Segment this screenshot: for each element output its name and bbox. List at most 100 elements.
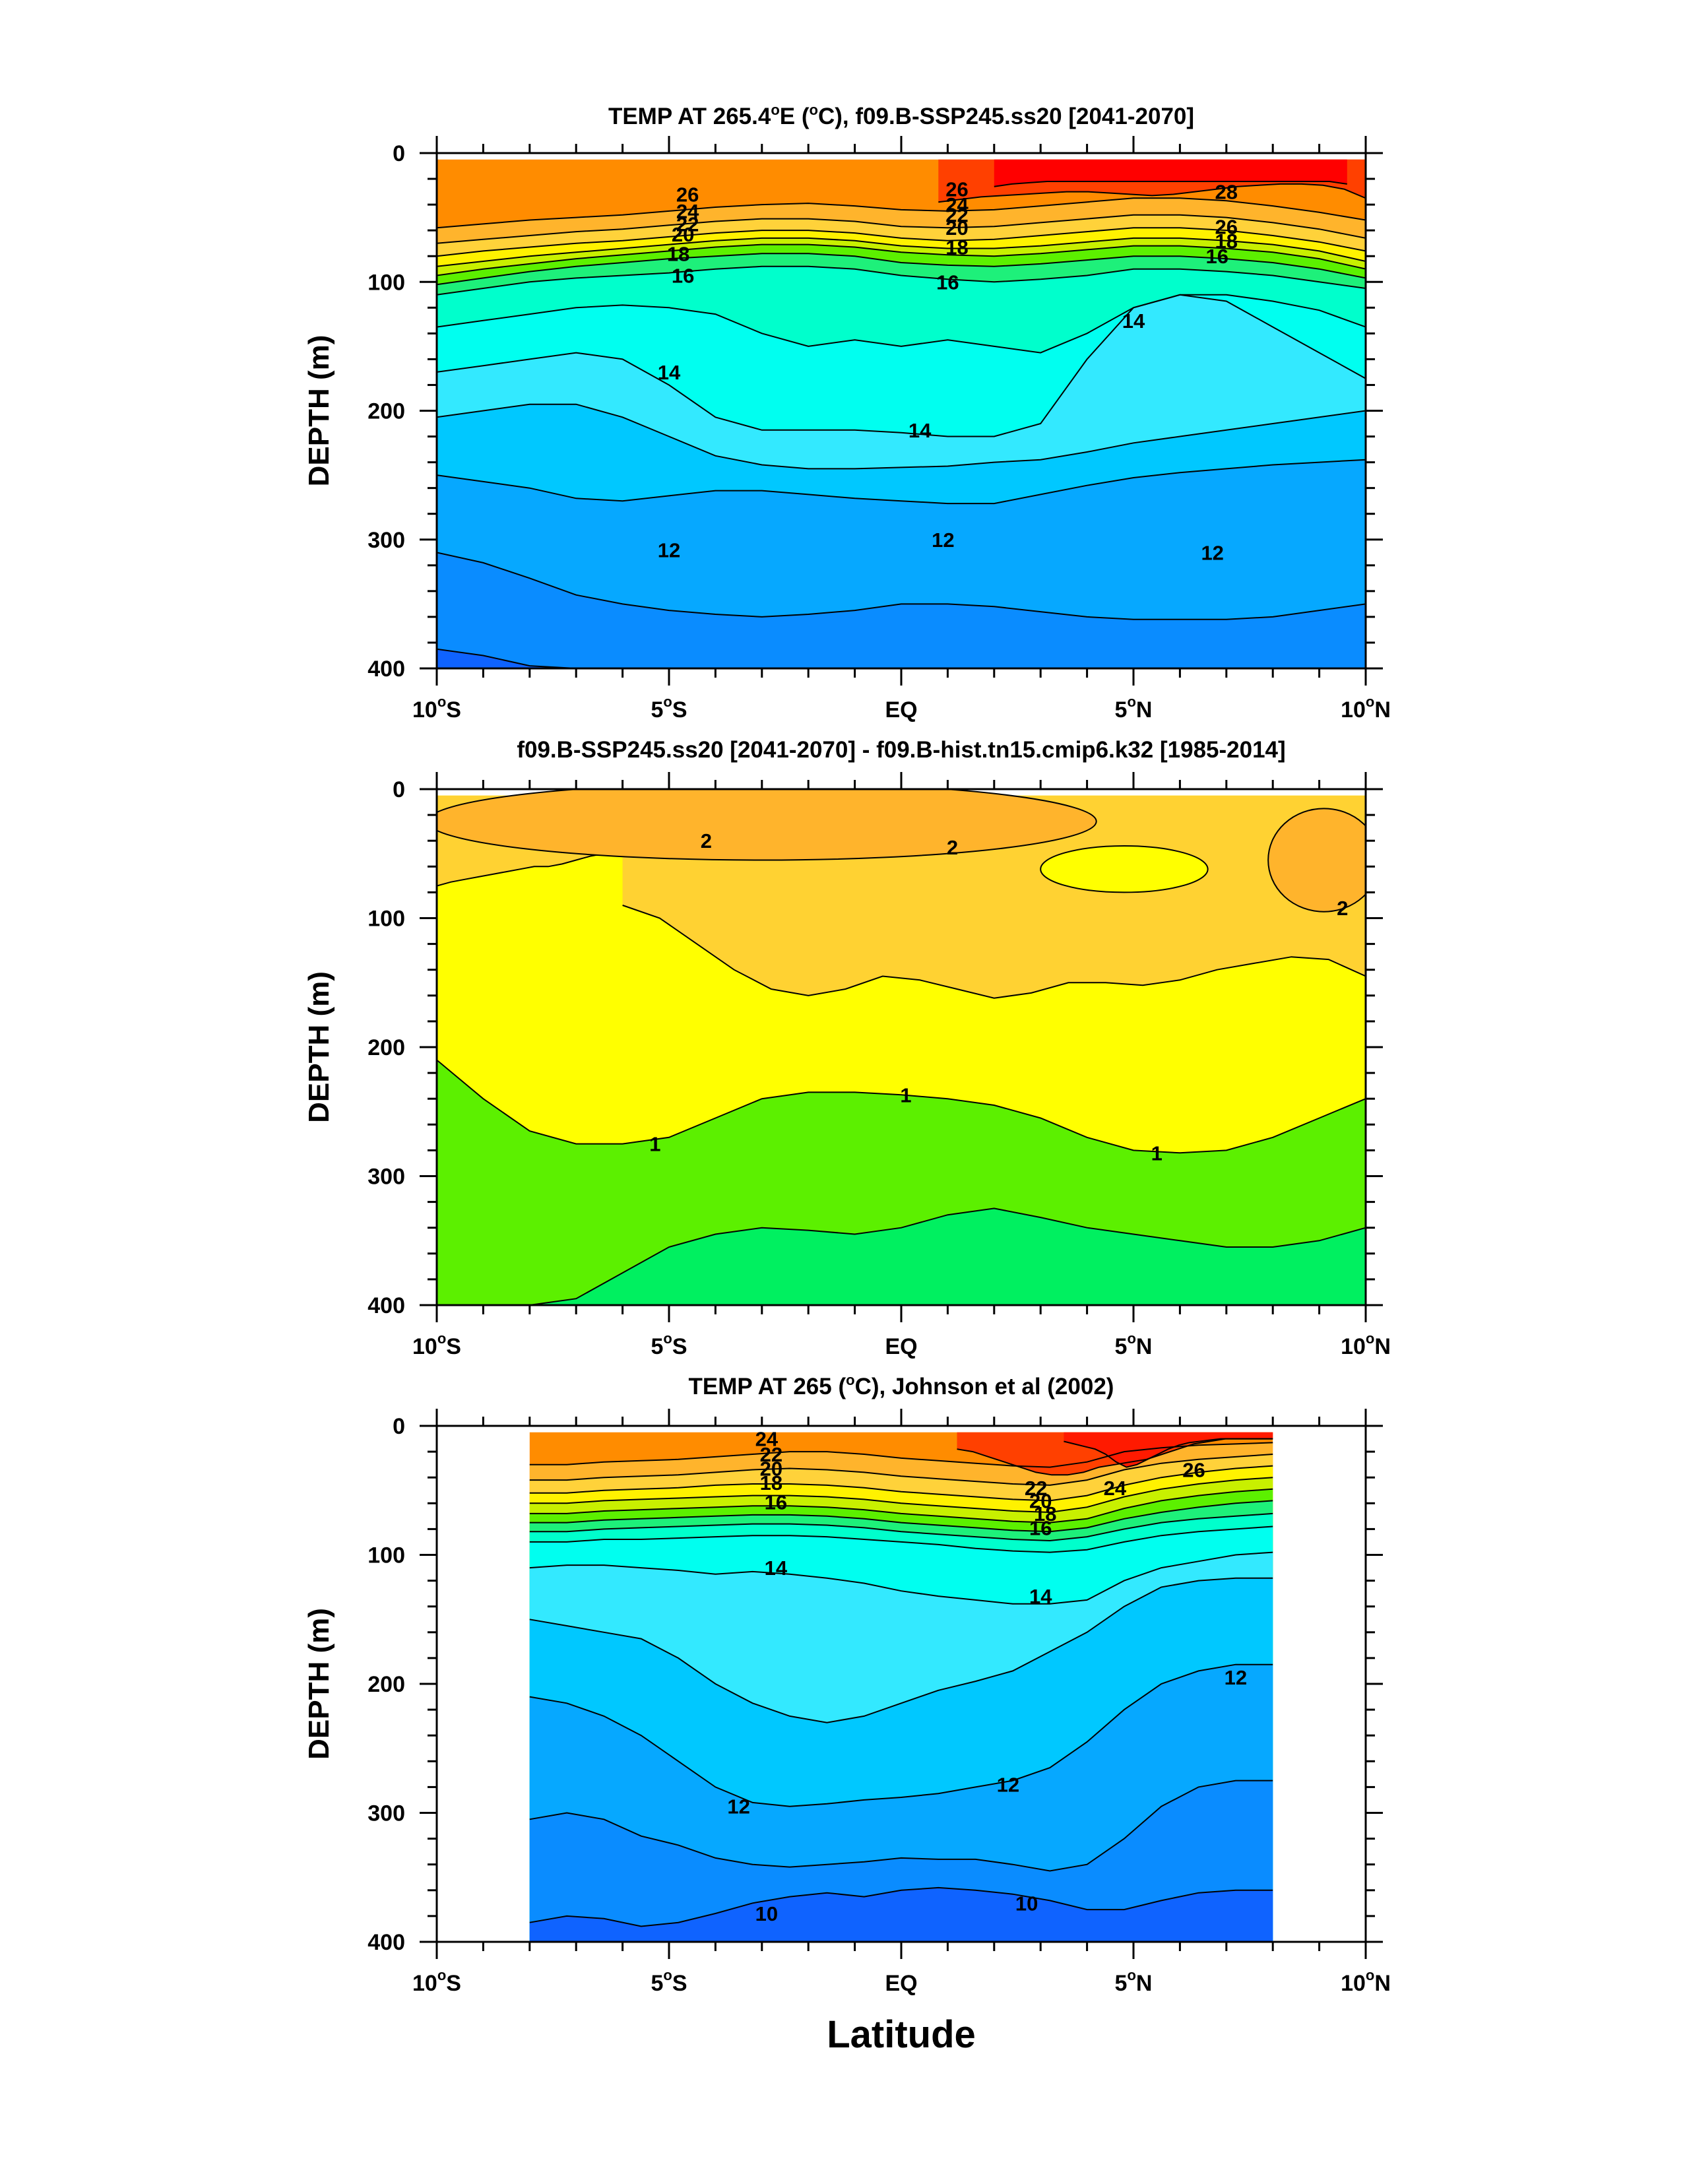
- contour-band: [994, 159, 1347, 187]
- contour-line: [529, 1526, 1273, 1553]
- x-tick-label: EQ: [885, 697, 917, 723]
- contour-line: [529, 1477, 1273, 1514]
- contour-label: 14: [908, 419, 932, 442]
- chart-title: TEMP AT 265.4oE (oC), f09.B-SSP245.ss20 …: [608, 102, 1194, 129]
- y-tick-label: 400: [367, 1293, 405, 1318]
- contour-label: 16: [1029, 1516, 1052, 1539]
- contour-line: [437, 1207, 1366, 1305]
- contour-band: [437, 552, 1366, 668]
- contour-line: [437, 294, 1366, 354]
- contour-line: [437, 403, 1366, 470]
- y-tick-label: 100: [367, 907, 405, 932]
- contour-line: [437, 227, 1366, 257]
- contour-line: [437, 243, 1366, 276]
- contour-line: [529, 1465, 1273, 1502]
- contour-line: [957, 1438, 1273, 1476]
- contour-line: [437, 265, 1366, 296]
- contour-line: [1064, 1438, 1273, 1468]
- contour-label: 18: [1034, 1502, 1056, 1526]
- x-tick-label: EQ: [885, 1971, 917, 1996]
- contour-label: 16: [765, 1491, 787, 1514]
- contour-label: 22: [760, 1443, 782, 1466]
- contour-band: [529, 1780, 1273, 1942]
- contour-line: [529, 1512, 1273, 1542]
- contour-label: 20: [1029, 1489, 1052, 1512]
- contour-band: [1064, 1432, 1273, 1467]
- plot-area: 2 2 2 1 1 1: [437, 789, 1366, 1305]
- contour-label: 26: [1215, 215, 1238, 238]
- contour-label: 26: [1182, 1458, 1205, 1481]
- contour-line: [529, 1577, 1273, 1723]
- x-tick-label: 5oN: [1115, 693, 1153, 723]
- contour-label: 16: [936, 271, 959, 294]
- contour-label: 2: [947, 836, 958, 859]
- panel-2: 2 2 2 1 1 1 0 100 200 300 400 10oS 5oS EQ 5oN 10oN f09.B…: [303, 737, 1391, 1359]
- contour-label: 18: [1215, 230, 1238, 253]
- contour-label: 24: [945, 193, 969, 216]
- contour-band: [437, 1208, 1366, 1305]
- x-axis-label: Latitude: [827, 2013, 976, 2056]
- x-tick-label: 5oN: [1115, 1330, 1153, 1359]
- y-tick-label: 0: [393, 777, 405, 802]
- y-tick-label: 0: [393, 1414, 405, 1439]
- x-tick-label: 5oN: [1115, 1967, 1153, 1996]
- y-axis-label: DEPTH (m): [303, 335, 335, 487]
- contour-line: [437, 552, 1366, 620]
- x-tick-label: 5oS: [651, 1330, 687, 1359]
- contour-label: 10: [1015, 1892, 1038, 1915]
- contour-label: 26: [945, 178, 968, 201]
- y-tick-label: 300: [367, 528, 405, 553]
- contour-label: 12: [932, 529, 954, 552]
- contour-label: 20: [672, 223, 694, 246]
- contour-line: [622, 905, 1366, 999]
- x-tick-label: 10oN: [1341, 1330, 1391, 1359]
- chart-title: TEMP AT 265 (oC), Johnson et al (2002): [689, 1372, 1114, 1399]
- contour-label: 1: [900, 1083, 911, 1107]
- y-tick-label: 300: [367, 1801, 405, 1826]
- contour-label: 14: [1029, 1585, 1052, 1608]
- contour-line: [529, 1780, 1273, 1872]
- contour-line: [994, 181, 1347, 187]
- x-tick-label: 10oS: [412, 1967, 461, 1996]
- contour-line: [437, 197, 1366, 229]
- contour-label: 10: [755, 1902, 778, 1925]
- contour-band: [529, 1887, 1273, 1942]
- x-tick-label: 5oS: [651, 693, 687, 723]
- chart-title: f09.B-SSP245.ss20 [2041-2070] - f09.B-hi…: [517, 737, 1285, 763]
- contour-line: [529, 1454, 1273, 1486]
- x-tick-label: EQ: [885, 1334, 917, 1359]
- contour-line: [437, 253, 1366, 286]
- contour-line: [437, 294, 1366, 437]
- y-tick-label: 200: [367, 1672, 405, 1697]
- contour-label: 16: [672, 264, 694, 287]
- contour-label: 26: [676, 183, 699, 206]
- y-tick-label: 200: [367, 1035, 405, 1060]
- contour-line: [938, 183, 1366, 203]
- contour-line: [437, 237, 1366, 267]
- contour-label: 12: [727, 1795, 749, 1818]
- contour-label: 22: [676, 212, 699, 236]
- contour-line: [529, 1500, 1273, 1533]
- contour-label: 14: [1122, 309, 1145, 333]
- contour-label: 2: [1337, 897, 1348, 920]
- contour-line: [529, 1886, 1273, 1927]
- y-tick-label: 0: [393, 141, 405, 166]
- contour-patch: [437, 789, 1097, 861]
- contour-label: 22: [1025, 1477, 1047, 1500]
- y-tick-label: 100: [367, 1543, 405, 1568]
- contour-line: [437, 1059, 1366, 1154]
- y-tick-label: 100: [367, 270, 405, 295]
- contour-line: [529, 1551, 1273, 1605]
- contour-line: [437, 214, 1366, 244]
- contour-label: 12: [997, 1773, 1019, 1796]
- y-axis-label: DEPTH (m): [303, 971, 335, 1123]
- contour-label: 20: [760, 1458, 782, 1481]
- contour-label: 18: [945, 236, 968, 259]
- y-tick-label: 400: [367, 1930, 405, 1955]
- contour-label: 14: [765, 1557, 788, 1580]
- contour-label: 12: [658, 538, 680, 562]
- y-axis-label: DEPTH (m): [303, 1608, 335, 1760]
- x-tick-label: 10oN: [1341, 693, 1391, 723]
